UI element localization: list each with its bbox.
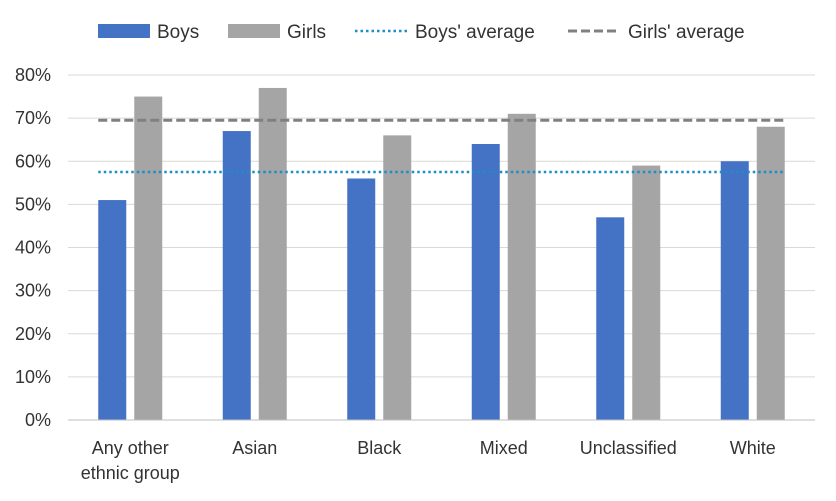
x-tick-label: Mixed	[480, 438, 528, 458]
legend-label: Girls' average	[628, 22, 745, 43]
bar-girls-2	[383, 135, 412, 420]
bar-girls-1	[258, 87, 287, 420]
reference-lines	[98, 118, 785, 174]
bar-boys-0	[98, 200, 127, 420]
y-tick-label: 30%	[15, 281, 51, 301]
bar-boys-4	[596, 217, 625, 420]
legend-swatch	[228, 24, 280, 38]
y-tick-label: 10%	[15, 367, 51, 387]
y-axis: 0% 10% 20% 30% 40% 50% 60% 70% 80%	[15, 65, 51, 430]
bar-boys-5	[720, 161, 749, 420]
legend-swatch	[98, 24, 150, 38]
legend: Boys Girls Boys' average Girls' average	[98, 22, 745, 43]
bar-boys-2	[347, 178, 376, 420]
y-tick-label: 0%	[25, 410, 51, 430]
x-tick-line: Any other	[92, 438, 169, 458]
x-tick-line: Mixed	[480, 438, 528, 458]
y-tick-label: 50%	[15, 194, 51, 214]
y-tick-label: 70%	[15, 108, 51, 128]
x-axis: Any other ethnic group Asian Black Mixed Uncl…	[81, 438, 776, 483]
y-tick-label: 80%	[15, 65, 51, 85]
y-tick-label: 20%	[15, 324, 51, 344]
bar-girls-4	[632, 165, 661, 420]
legend-label: Girls	[287, 22, 326, 43]
x-tick-label: Asian	[232, 438, 277, 458]
bar-girls-5	[756, 126, 785, 420]
legend-label: Boys	[157, 22, 199, 43]
bar-girls-0	[134, 96, 163, 420]
legend-label: Boys' average	[415, 22, 535, 43]
x-tick-label: Black	[357, 438, 402, 458]
y-tick-label: 40%	[15, 238, 51, 258]
x-tick-line: Unclassified	[580, 438, 677, 458]
x-tick-line: White	[730, 438, 776, 458]
y-tick-label: 60%	[15, 151, 51, 171]
bar-boys-1	[222, 131, 251, 420]
bar-boys-3	[471, 144, 500, 420]
bar-girls-3	[507, 113, 536, 420]
x-tick-label: White	[730, 438, 776, 458]
x-tick-line: Asian	[232, 438, 277, 458]
x-tick-line: ethnic group	[81, 463, 180, 483]
x-tick-label: Any other ethnic group	[81, 438, 180, 483]
gridlines	[68, 74, 815, 378]
x-tick-line: Black	[357, 438, 402, 458]
x-tick-label: Unclassified	[580, 438, 677, 458]
bars	[98, 87, 785, 420]
